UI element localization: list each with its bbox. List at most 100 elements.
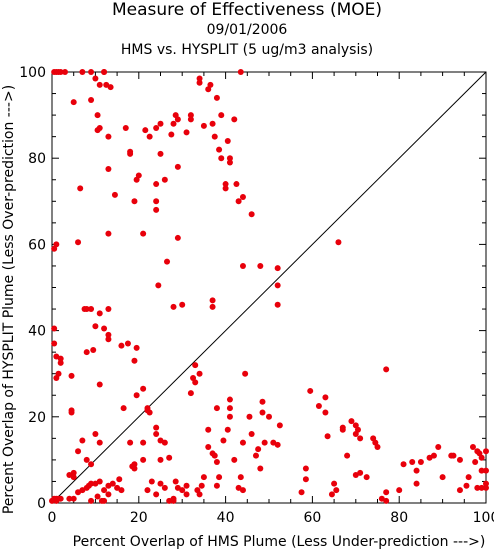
y-tick-label: 60 bbox=[28, 237, 46, 253]
data-point bbox=[335, 239, 342, 246]
data-point bbox=[164, 258, 171, 265]
data-point bbox=[96, 478, 103, 485]
data-point bbox=[51, 245, 58, 252]
data-point bbox=[274, 282, 281, 289]
data-point bbox=[70, 99, 77, 106]
data-point bbox=[315, 403, 322, 410]
data-point bbox=[92, 323, 99, 330]
data-point bbox=[222, 185, 229, 192]
data-point bbox=[192, 379, 199, 386]
data-point bbox=[478, 484, 485, 491]
data-point bbox=[435, 443, 442, 450]
y-tick-label: 100 bbox=[19, 65, 46, 81]
data-point bbox=[218, 155, 225, 162]
data-point bbox=[231, 456, 238, 463]
data-point bbox=[90, 346, 97, 353]
data-point bbox=[357, 435, 364, 442]
data-point bbox=[88, 97, 95, 104]
chart-date: 09/01/2006 bbox=[206, 22, 288, 38]
data-point bbox=[153, 198, 160, 205]
data-point bbox=[75, 239, 82, 246]
data-point bbox=[239, 487, 246, 494]
data-point bbox=[450, 452, 457, 459]
x-tick-label: 100 bbox=[473, 510, 494, 526]
data-point bbox=[211, 452, 218, 459]
data-points bbox=[49, 69, 489, 504]
data-point bbox=[252, 452, 259, 459]
data-point bbox=[161, 484, 168, 491]
axis-ticks: 0 20 40 60 80 100 0 20 40 60 80 100 bbox=[19, 65, 494, 526]
data-point bbox=[96, 381, 103, 388]
data-point bbox=[439, 474, 446, 481]
data-point bbox=[274, 301, 281, 308]
data-point bbox=[105, 336, 112, 343]
data-point bbox=[153, 181, 160, 188]
data-point bbox=[239, 262, 246, 269]
data-point bbox=[259, 398, 266, 405]
data-point bbox=[83, 349, 90, 356]
data-point bbox=[96, 310, 103, 317]
data-point bbox=[322, 409, 329, 416]
data-point bbox=[465, 474, 472, 481]
data-point bbox=[274, 441, 281, 448]
data-point bbox=[255, 446, 262, 453]
data-point bbox=[239, 439, 246, 446]
data-point bbox=[400, 461, 407, 468]
data-point bbox=[174, 116, 181, 123]
data-point bbox=[226, 413, 233, 420]
data-point bbox=[140, 439, 147, 446]
data-point bbox=[200, 474, 207, 481]
data-point bbox=[101, 325, 108, 332]
data-point bbox=[183, 482, 190, 489]
data-point bbox=[344, 452, 351, 459]
data-point bbox=[75, 448, 82, 455]
data-point bbox=[88, 306, 95, 313]
data-point bbox=[483, 448, 489, 455]
data-point bbox=[226, 405, 233, 412]
data-point bbox=[77, 185, 84, 192]
data-point bbox=[94, 127, 101, 134]
data-point bbox=[79, 69, 86, 75]
data-point bbox=[101, 69, 108, 75]
data-point bbox=[101, 497, 108, 504]
data-point bbox=[57, 495, 64, 502]
data-point bbox=[298, 489, 305, 496]
data-point bbox=[88, 461, 95, 468]
data-point bbox=[68, 372, 75, 379]
x-tick-label: 40 bbox=[217, 510, 235, 526]
data-point bbox=[209, 120, 216, 127]
data-point bbox=[116, 476, 123, 483]
data-point bbox=[96, 439, 103, 446]
data-point bbox=[62, 69, 69, 75]
data-point bbox=[153, 125, 160, 132]
x-tick-label: 60 bbox=[303, 510, 321, 526]
data-point bbox=[153, 431, 160, 438]
data-point bbox=[413, 480, 420, 487]
data-point bbox=[233, 181, 240, 188]
y-tick-label: 40 bbox=[28, 324, 46, 340]
data-point bbox=[57, 69, 64, 75]
data-point bbox=[57, 359, 64, 366]
data-point bbox=[144, 487, 151, 494]
data-point bbox=[248, 431, 255, 438]
data-point bbox=[196, 370, 203, 377]
data-point bbox=[127, 150, 134, 157]
x-tick-label: 80 bbox=[390, 510, 408, 526]
data-point bbox=[135, 172, 142, 179]
data-point bbox=[213, 405, 220, 412]
data-point bbox=[198, 482, 205, 489]
data-point bbox=[456, 487, 463, 494]
data-point bbox=[430, 452, 437, 459]
data-point bbox=[383, 489, 390, 496]
data-point bbox=[187, 116, 194, 123]
data-point bbox=[469, 443, 476, 450]
data-point bbox=[118, 487, 125, 494]
data-point bbox=[209, 297, 216, 304]
data-point bbox=[122, 125, 129, 132]
data-point bbox=[456, 456, 463, 463]
x-tick-label: 0 bbox=[48, 510, 57, 526]
data-point bbox=[331, 480, 338, 487]
data-point bbox=[83, 456, 90, 463]
y-tick-label: 20 bbox=[28, 410, 46, 426]
